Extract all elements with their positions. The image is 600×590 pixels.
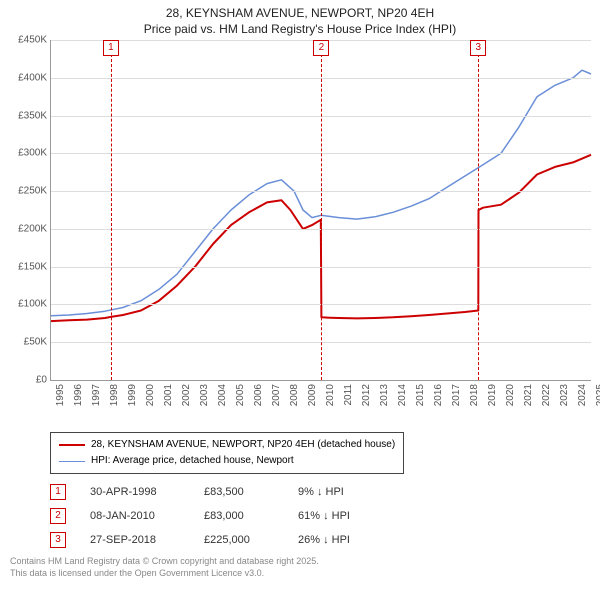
y-axis-label: £100K xyxy=(18,299,47,310)
event-marker-line xyxy=(478,54,479,380)
x-axis-label: 2016 xyxy=(433,384,444,406)
x-axis-label: 2004 xyxy=(217,384,228,406)
x-axis-label: 2007 xyxy=(271,384,282,406)
x-axis-label: 2008 xyxy=(289,384,300,406)
event-delta: 61% ↓ HPI xyxy=(298,510,398,522)
legend-swatch xyxy=(59,461,85,462)
chart-container: 28, KEYNSHAM AVENUE, NEWPORT, NP20 4EH P… xyxy=(0,0,600,590)
x-axis-label: 2012 xyxy=(361,384,372,406)
x-axis-label: 2022 xyxy=(541,384,552,406)
legend-label: 28, KEYNSHAM AVENUE, NEWPORT, NP20 4EH (… xyxy=(91,437,395,453)
event-marker-flag: 2 xyxy=(313,40,329,56)
x-axis-label: 2002 xyxy=(181,384,192,406)
y-axis-label: £400K xyxy=(18,72,47,83)
y-axis-label: £450K xyxy=(18,35,47,46)
event-delta: 26% ↓ HPI xyxy=(298,534,398,546)
legend-swatch xyxy=(59,444,85,446)
x-axis-label: 2018 xyxy=(469,384,480,406)
title-line-1: 28, KEYNSHAM AVENUE, NEWPORT, NP20 4EH xyxy=(0,6,600,22)
y-axis-label: £0 xyxy=(36,375,47,386)
x-axis-label: 2001 xyxy=(163,384,174,406)
x-axis-label: 1997 xyxy=(91,384,102,406)
event-marker-box: 2 xyxy=(50,508,66,524)
x-axis-label: 1998 xyxy=(109,384,120,406)
x-axis-label: 2003 xyxy=(199,384,210,406)
footer-text: Contains HM Land Registry data © Crown c… xyxy=(10,556,319,579)
event-row: 1 30-APR-1998 £83,500 9% ↓ HPI xyxy=(50,480,398,504)
x-axis-label: 2000 xyxy=(145,384,156,406)
event-marker-box: 1 xyxy=(50,484,66,500)
footer-line-1: Contains HM Land Registry data © Crown c… xyxy=(10,556,319,568)
x-axis-label: 1999 xyxy=(127,384,138,406)
x-axis-label: 2021 xyxy=(523,384,534,406)
x-axis-label: 2005 xyxy=(235,384,246,406)
chart-area: £0£50K£100K£150K£200K£250K£300K£350K£400… xyxy=(50,40,590,400)
legend-label: HPI: Average price, detached house, Newp… xyxy=(91,453,294,469)
event-marker-flag: 1 xyxy=(103,40,119,56)
event-marker-flag: 3 xyxy=(470,40,486,56)
y-axis-label: £250K xyxy=(18,186,47,197)
x-axis-label: 2006 xyxy=(253,384,264,406)
x-axis-label: 2020 xyxy=(505,384,516,406)
x-axis-label: 2011 xyxy=(343,384,354,406)
y-axis-label: £200K xyxy=(18,223,47,234)
title-block: 28, KEYNSHAM AVENUE, NEWPORT, NP20 4EH P… xyxy=(0,0,600,37)
event-price: £83,500 xyxy=(204,486,274,498)
x-axis-label: 2024 xyxy=(577,384,588,406)
y-axis-label: £350K xyxy=(18,110,47,121)
event-price: £83,000 xyxy=(204,510,274,522)
x-axis-label: 2009 xyxy=(307,384,318,406)
x-axis-label: 2015 xyxy=(415,384,426,406)
legend-row: HPI: Average price, detached house, Newp… xyxy=(59,453,395,469)
event-marker-line xyxy=(321,54,322,380)
y-axis-label: £50K xyxy=(24,337,47,348)
event-delta: 9% ↓ HPI xyxy=(298,486,398,498)
event-price: £225,000 xyxy=(204,534,274,546)
event-row: 3 27-SEP-2018 £225,000 26% ↓ HPI xyxy=(50,528,398,552)
event-date: 27-SEP-2018 xyxy=(90,534,180,546)
legend-row: 28, KEYNSHAM AVENUE, NEWPORT, NP20 4EH (… xyxy=(59,437,395,453)
event-marker-line xyxy=(111,54,112,380)
x-axis-label: 2013 xyxy=(379,384,390,406)
x-axis-label: 2014 xyxy=(397,384,408,406)
x-axis-label: 2019 xyxy=(487,384,498,406)
x-axis-label: 1996 xyxy=(73,384,84,406)
event-row: 2 08-JAN-2010 £83,000 61% ↓ HPI xyxy=(50,504,398,528)
plot-area: £0£50K£100K£150K£200K£250K£300K£350K£400… xyxy=(50,40,591,381)
events-table: 1 30-APR-1998 £83,500 9% ↓ HPI 2 08-JAN-… xyxy=(50,480,398,552)
x-axis-label: 2025 xyxy=(595,384,600,406)
event-date: 30-APR-1998 xyxy=(90,486,180,498)
y-axis-label: £300K xyxy=(18,148,47,159)
event-marker-box: 3 xyxy=(50,532,66,548)
event-date: 08-JAN-2010 xyxy=(90,510,180,522)
x-axis-label: 2010 xyxy=(325,384,336,406)
title-line-2: Price paid vs. HM Land Registry's House … xyxy=(0,22,600,38)
x-axis-label: 2017 xyxy=(451,384,462,406)
legend-box: 28, KEYNSHAM AVENUE, NEWPORT, NP20 4EH (… xyxy=(50,432,404,474)
x-axis-label: 1995 xyxy=(55,384,66,406)
y-axis-label: £150K xyxy=(18,261,47,272)
x-axis-label: 2023 xyxy=(559,384,570,406)
footer-line-2: This data is licensed under the Open Gov… xyxy=(10,568,319,580)
